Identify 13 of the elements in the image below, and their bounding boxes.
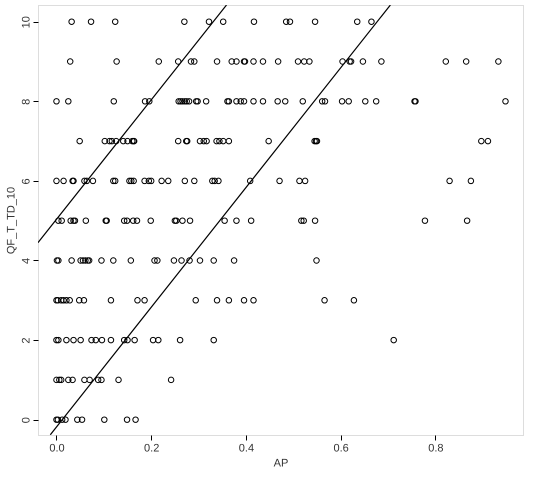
x-tick-label: 0.2 [144, 442, 160, 454]
x-tick-label: 0.6 [334, 442, 349, 454]
y-tick-label: 0 [20, 417, 32, 424]
y-axis-title: QF_T_TD_10 [6, 186, 18, 254]
x-tick-label: 0.4 [238, 442, 254, 454]
y-tick-label: 6 [20, 178, 32, 184]
x-tick-label: 0.0 [49, 442, 65, 454]
x-tick-label: 0.8 [428, 442, 444, 454]
y-tick-label: 2 [20, 338, 32, 344]
y-tick-label: 8 [20, 98, 32, 105]
y-tick-label: 4 [20, 258, 32, 264]
y-tick-label: 10 [20, 16, 32, 28]
x-axis-title: AP [274, 458, 288, 470]
